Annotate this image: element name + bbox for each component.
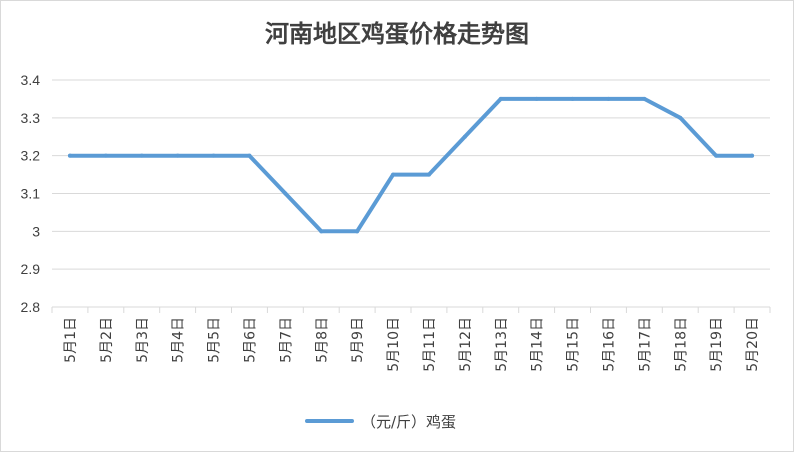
data-point	[714, 153, 719, 158]
x-tick-label: 5月19日	[709, 317, 725, 372]
x-tick-label: 5月14日	[530, 317, 546, 372]
data-point	[355, 229, 360, 234]
y-tick-label: 3.2	[21, 148, 41, 164]
x-tick-label: 5月8日	[314, 317, 330, 363]
data-point	[606, 96, 611, 101]
gridlines	[52, 79, 770, 270]
x-tick-label: 5月16日	[601, 317, 617, 372]
data-point	[139, 153, 144, 158]
data-point	[391, 172, 396, 177]
x-tick-label: 5月13日	[494, 317, 510, 372]
y-tick-label: 3	[32, 223, 40, 239]
data-point	[498, 96, 503, 101]
data-point	[283, 191, 288, 196]
data-point	[211, 153, 216, 158]
x-axis	[51, 306, 771, 313]
x-axis-ticks: 5月1日 5月2日 5月3日 5月4日 5月5日 5月6日 5月7日 5月8日 5月9日 5月10…	[63, 317, 761, 372]
legend-label: （元/斤）鸡蛋	[361, 413, 456, 431]
x-tick-label: 5月4日	[171, 317, 187, 363]
series-line	[68, 96, 754, 234]
x-tick-label: 5月2日	[99, 317, 115, 363]
y-tick-label: 3.1	[21, 186, 41, 202]
data-point	[426, 172, 431, 177]
legend[interactable]: （元/斤）鸡蛋	[305, 413, 456, 431]
data-point	[103, 153, 108, 158]
data-point	[642, 96, 647, 101]
y-tick-label: 3.3	[21, 110, 41, 126]
x-tick-label: 5月3日	[135, 317, 151, 363]
data-point	[319, 229, 324, 234]
chart-title: 河南地区鸡蛋价格走势图	[265, 20, 529, 48]
y-tick-label: 3.4	[21, 72, 41, 88]
y-axis-ticks: 2.8 2.9 3 3.1 3.2 3.3 3.4	[21, 72, 41, 315]
x-tick-label: 5月9日	[350, 317, 366, 363]
x-tick-label: 5月12日	[458, 317, 474, 372]
x-tick-label: 5月1日	[63, 317, 79, 363]
data-point	[175, 153, 180, 158]
x-tick-label: 5月7日	[278, 317, 294, 363]
x-tick-label: 5月18日	[673, 317, 689, 372]
y-tick-label: 2.9	[21, 261, 41, 277]
x-tick-label: 5月15日	[566, 317, 582, 372]
x-tick-label: 5月11日	[422, 317, 438, 372]
x-tick-label: 5月20日	[745, 317, 761, 372]
x-tick-label: 5月17日	[637, 317, 653, 372]
series-layer	[67, 96, 755, 234]
data-point	[534, 96, 539, 101]
x-tick-label: 5月10日	[386, 317, 402, 372]
data-point	[247, 153, 252, 158]
data-point	[67, 153, 72, 158]
data-point	[462, 134, 467, 139]
data-point	[678, 115, 683, 120]
data-point	[750, 153, 755, 158]
x-tick-label: 5月5日	[207, 317, 223, 363]
data-point	[570, 96, 575, 101]
y-tick-label: 2.8	[21, 299, 41, 315]
x-tick-label: 5月6日	[242, 317, 258, 363]
